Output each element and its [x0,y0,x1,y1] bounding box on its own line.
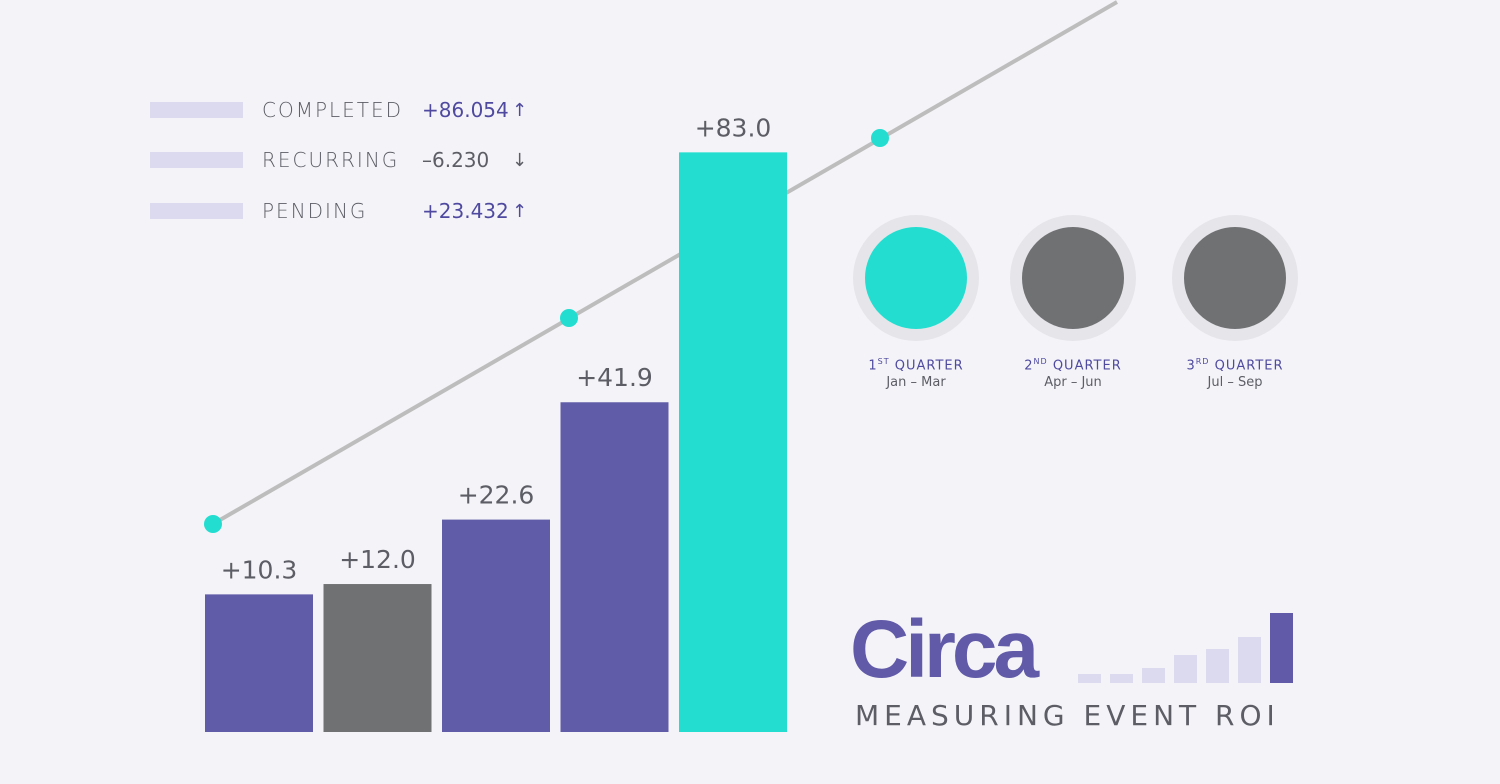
quarter-2: 2ND QUARTER Apr – Jun [993,215,1153,390]
bar [205,594,313,732]
quarter-ring [1172,215,1298,341]
legend-item-pending: PENDING +23.432 ↑ [150,196,527,226]
trend-line [211,0,1119,526]
quarter-dot [865,227,967,329]
trend-marker [204,515,222,533]
quarter-1: 1ST QUARTER Jan – Mar [836,215,996,390]
arrow-down-icon: ↓ [512,149,528,171]
quarter-title: 2ND QUARTER [1024,357,1122,374]
quarter-dot [1184,227,1286,329]
legend-item-recurring: RECURRING –6.230 ↓ [150,145,527,175]
bar-value-label: +10.3 [221,555,298,584]
logo-tagline: MEASURING EVENT ROI [855,699,1280,732]
legend-label: RECURRING [262,148,400,172]
quarter-range: Jan – Mar [886,375,946,391]
trend-marker [871,129,889,147]
quarter-range: Jul – Sep [1207,375,1263,391]
bar-value-label: +83.0 [695,113,772,142]
legend-swatch [150,152,243,168]
arrow-up-icon: ↑ [512,99,528,121]
legend-item-completed: COMPLETED +86.054 ↑ [150,95,527,125]
legend-swatch [150,203,243,219]
legend-label: PENDING [262,199,368,223]
logo-wordmark: Circa [850,604,1039,695]
quarter-ring [853,215,979,341]
bar-value-label: +22.6 [458,481,535,510]
legend-value: +86.054 [422,98,509,122]
circa-logo: Circa MEASURING EVENT ROI [850,604,1293,732]
arrow-up-icon: ↑ [512,200,528,222]
quarter-3: 3RD QUARTER Jul – Sep [1155,215,1315,390]
quarter-title: 1ST QUARTER [868,357,964,374]
bar-value-label: +41.9 [576,363,653,392]
logo-bars-icon [1078,613,1298,683]
bar [560,402,669,732]
quarter-ring [1010,215,1136,341]
quarter-range: Apr – Jun [1044,375,1102,391]
quarter-dot [1022,227,1124,329]
bar [323,584,432,732]
trend-marker [560,309,578,327]
legend-label: COMPLETED [262,98,404,122]
legend-value: –6.230 [422,148,490,172]
bar [679,152,787,733]
bar-value-label: +12.0 [339,545,416,574]
quarter-title: 3RD QUARTER [1186,357,1284,374]
bar [442,519,550,732]
legend-value: +23.432 [422,199,509,223]
legend-swatch [150,102,243,118]
